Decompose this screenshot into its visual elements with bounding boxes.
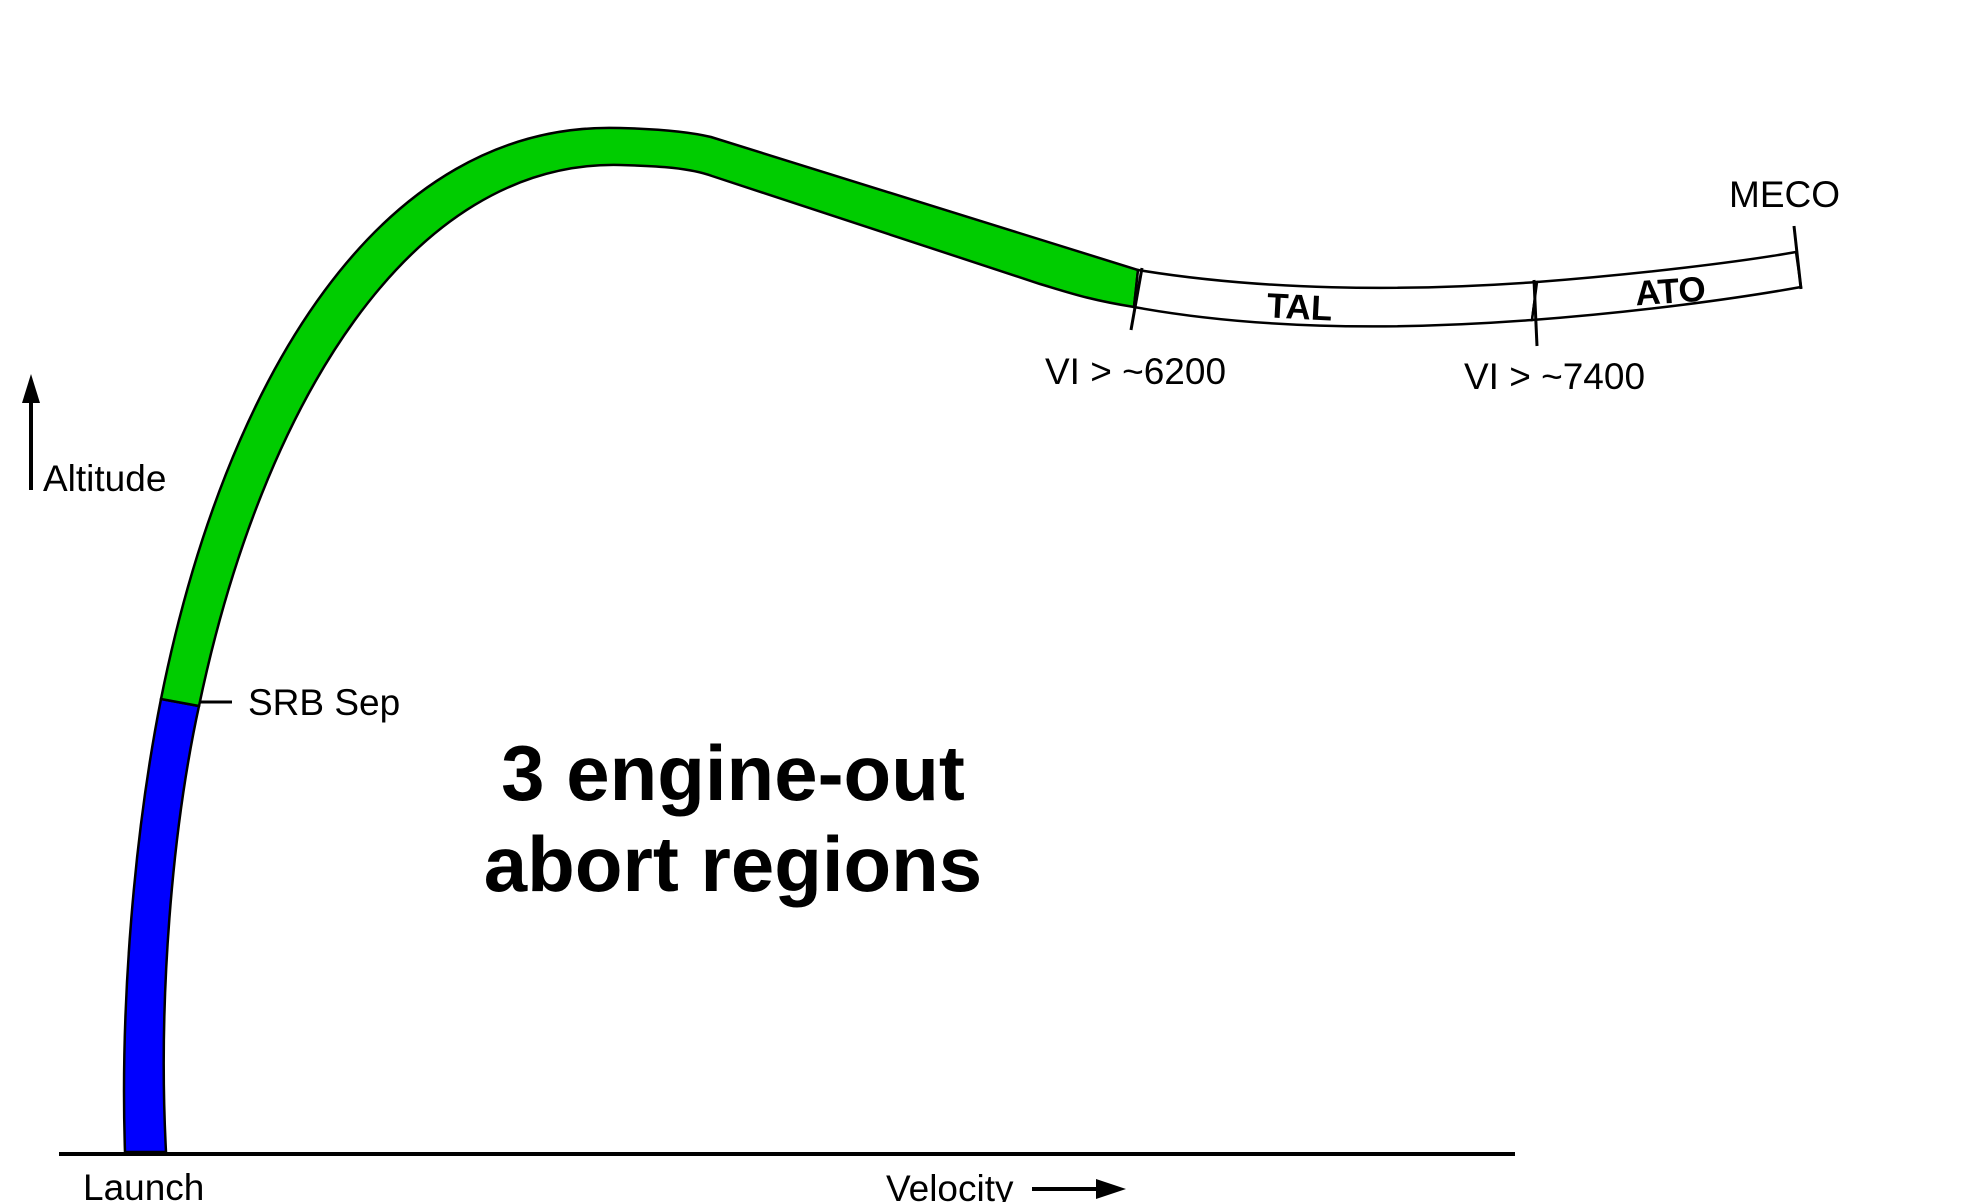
region-green <box>159 126 1140 708</box>
y-axis-label: Altitude <box>43 458 166 499</box>
right-arrow-icon <box>1096 1179 1126 1199</box>
meco-label: MECO <box>1729 174 1840 215</box>
up-arrow-icon <box>22 374 40 403</box>
region-boost <box>122 697 201 1154</box>
origin-label: Launch <box>83 1167 204 1202</box>
title-line-2: abort regions <box>484 820 982 908</box>
vi-6200-tick <box>1129 267 1144 331</box>
vi-7400-tick <box>1532 279 1539 347</box>
ato-region-label: ATO <box>1634 270 1707 314</box>
vi-6200-label: VI > ~6200 <box>1045 351 1226 392</box>
title-line-1: 3 engine-out <box>501 729 965 817</box>
srb-sep-label: SRB Sep <box>248 682 400 723</box>
tal-region-label: TAL <box>1266 286 1333 328</box>
meco-tick <box>1792 225 1803 290</box>
region-tal <box>1132 268 1539 328</box>
vi-7400-label: VI > ~7400 <box>1464 356 1645 397</box>
x-axis-label: Velocity <box>886 1168 1014 1202</box>
